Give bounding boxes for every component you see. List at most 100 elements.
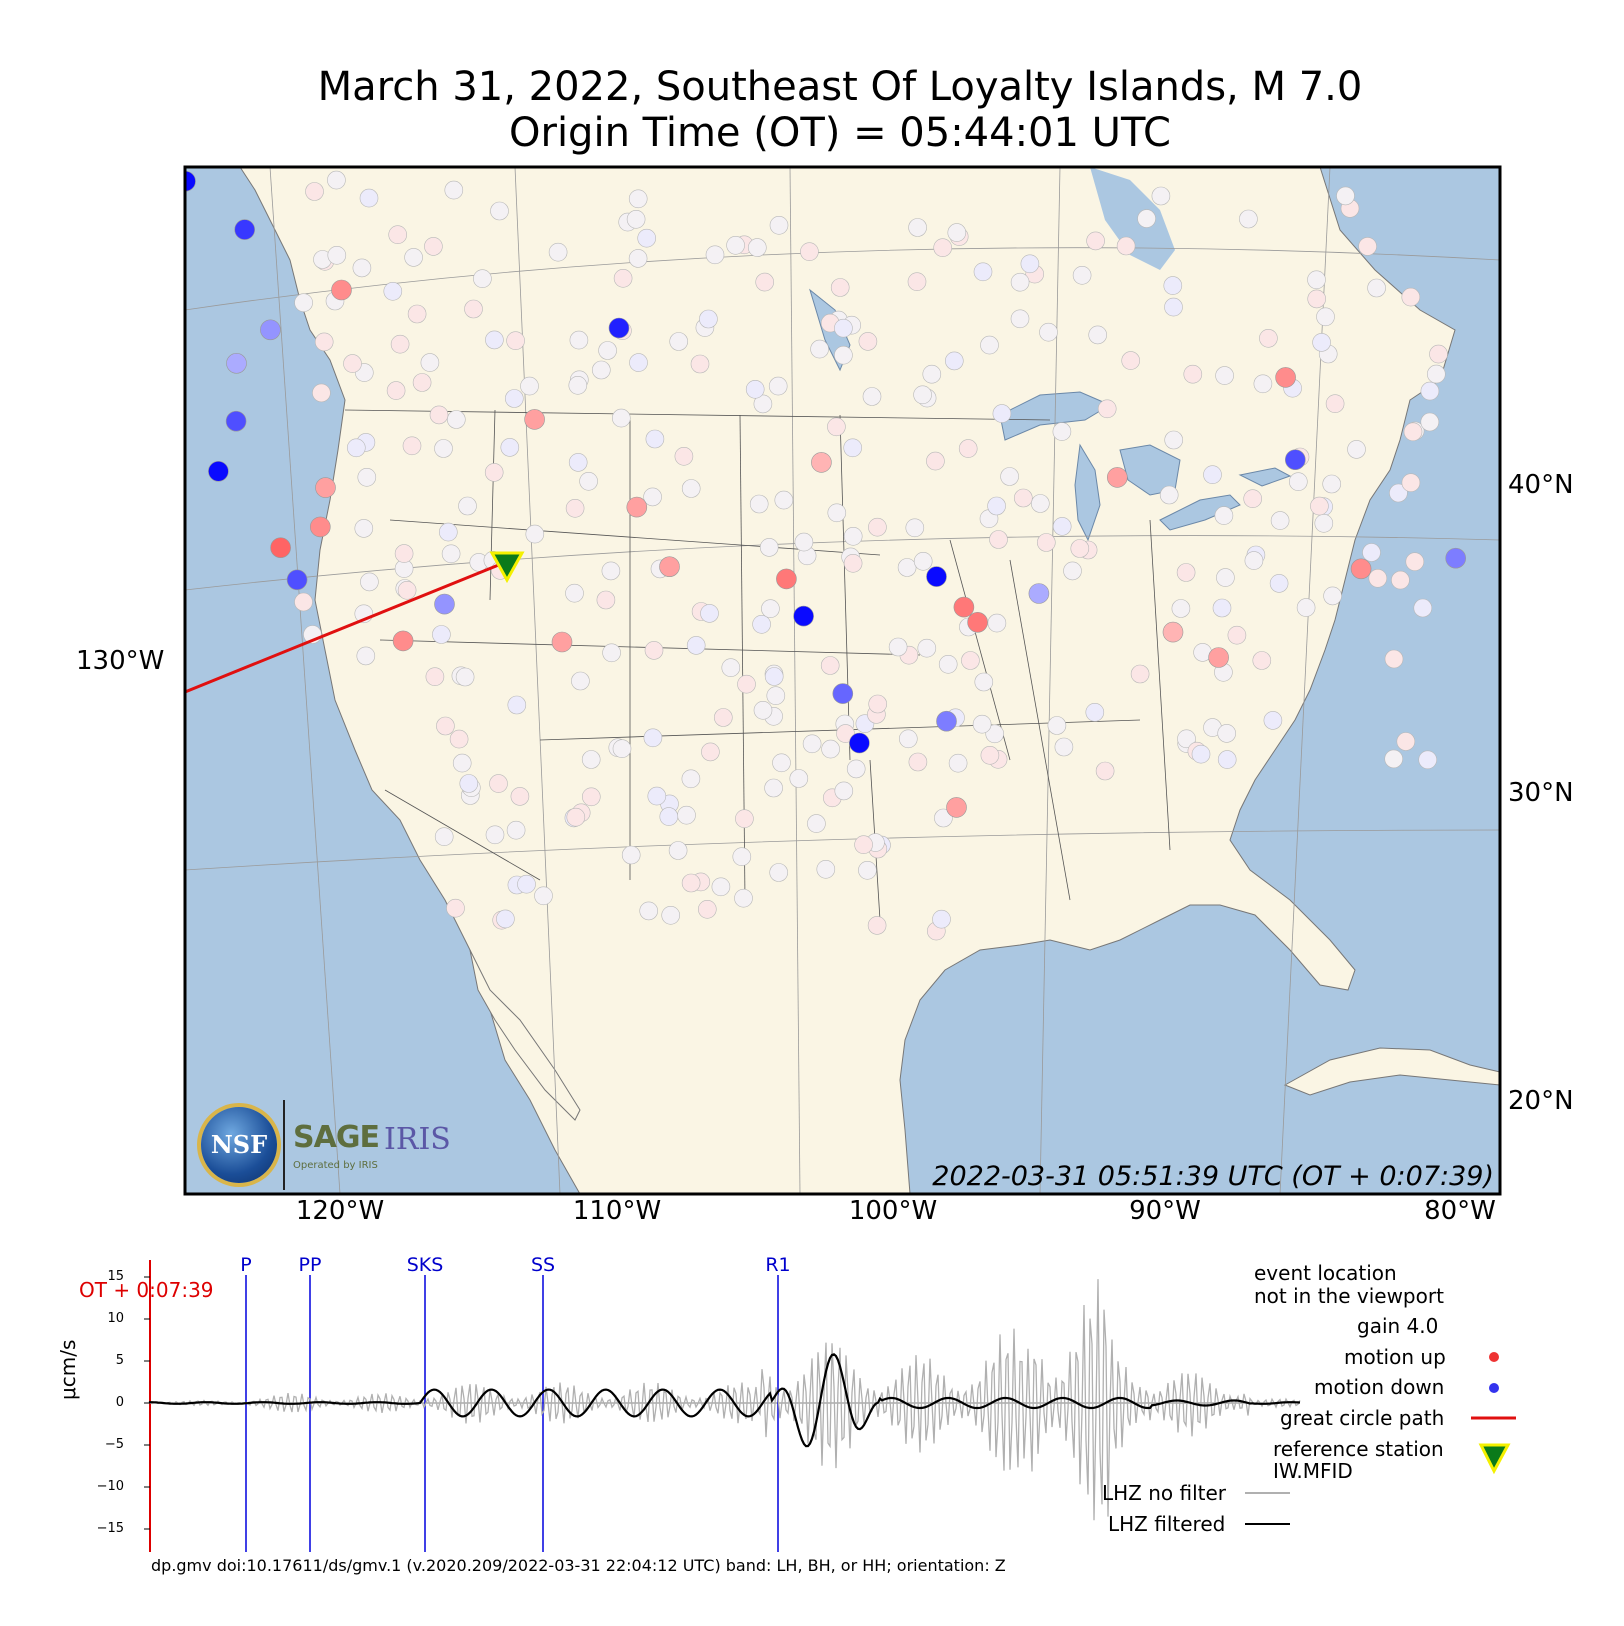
station-neutral (1086, 231, 1105, 251)
station-neutral (500, 438, 520, 457)
station-motion-up (524, 409, 545, 430)
station-neutral (734, 888, 753, 908)
logo-subtitle: Operated by IRIS (293, 1160, 378, 1171)
lat-label-20n: 20°N (1508, 1086, 1574, 1116)
phase-label-pp: PP (298, 1254, 322, 1276)
station-neutral (843, 438, 863, 458)
station-neutral (681, 769, 701, 789)
station-neutral (699, 309, 718, 329)
station-neutral (907, 272, 927, 292)
station-neutral (674, 446, 694, 466)
station-neutral (713, 708, 733, 727)
station-neutral (548, 242, 568, 262)
station-motion-down (926, 566, 947, 587)
y-tick-0: 0 (115, 1395, 124, 1410)
station-neutral (628, 189, 648, 209)
station-neutral (705, 245, 725, 265)
station-neutral (394, 544, 414, 563)
motion-stations (185, 170, 1466, 818)
station-neutral (611, 408, 631, 428)
station-neutral (933, 238, 953, 257)
motion-down-swatch (1489, 1383, 1499, 1393)
station-neutral (764, 778, 783, 798)
legend-reference-station: reference station (1273, 1437, 1444, 1461)
legend-motion-down: motion down (1314, 1375, 1445, 1399)
lat-label-40n: 40°N (1508, 470, 1574, 500)
station-neutral (1384, 749, 1403, 769)
station-neutral (507, 695, 527, 715)
station-neutral (789, 769, 809, 788)
land-north-america (185, 167, 1456, 1194)
station-neutral (314, 332, 334, 352)
station-neutral (843, 553, 863, 573)
station-neutral (1307, 289, 1326, 309)
station-neutral (1097, 399, 1117, 419)
station-neutral (1429, 344, 1448, 364)
station-neutral (1216, 568, 1235, 587)
station-neutral (412, 373, 432, 392)
station-neutral (917, 638, 937, 658)
station-neutral (1085, 702, 1105, 722)
station-neutral (1054, 737, 1074, 757)
station-neutral (980, 745, 1000, 765)
station-neutral (485, 330, 504, 350)
station-neutral (958, 439, 978, 458)
station-neutral (1239, 209, 1258, 229)
station-motion-up (1107, 467, 1128, 488)
station-neutral (807, 814, 826, 833)
station-neutral (830, 278, 850, 297)
station-neutral (690, 354, 710, 374)
station-neutral (1130, 664, 1150, 684)
station-motion-down (1028, 583, 1050, 604)
legend-filtered: LHZ filtered (1108, 1512, 1226, 1536)
station-neutral (489, 774, 508, 793)
station-neutral (390, 334, 410, 354)
station-neutral (1243, 489, 1262, 509)
station-neutral (1323, 586, 1342, 606)
station-neutral (1296, 598, 1316, 617)
station-neutral (601, 561, 621, 581)
station-motion-up (811, 452, 832, 473)
station-neutral (579, 471, 598, 491)
station-motion-up (1162, 621, 1184, 643)
station-motion-up (626, 496, 648, 518)
station-neutral (490, 201, 509, 221)
y-tick-15: 15 (107, 1269, 124, 1284)
station-motion-up (953, 596, 975, 618)
frame-timestamp: 2022-03-31 05:51:39 UTC (OT + 0:07:39) (932, 1161, 1494, 1192)
y-axis-ticks (144, 1276, 150, 1530)
station-neutral (1391, 570, 1410, 590)
station-neutral (932, 909, 951, 929)
station-neutral (645, 429, 665, 449)
station-neutral (520, 376, 539, 396)
station-neutral (766, 686, 786, 706)
station-neutral (1072, 265, 1092, 285)
station-neutral (504, 389, 524, 408)
station-neutral (934, 808, 953, 828)
station-neutral (659, 807, 679, 826)
station-neutral (346, 438, 366, 458)
y-axis-label: μcm/s (56, 1339, 80, 1400)
graticule (185, 167, 1500, 1194)
station-neutral (1403, 422, 1423, 442)
station-neutral (836, 724, 855, 743)
station-neutral (1420, 412, 1440, 432)
land-east-bay (1090, 167, 1175, 270)
station-neutral (989, 530, 1008, 549)
station-neutral (386, 381, 406, 400)
station-neutral (769, 216, 789, 235)
station-neutral (357, 467, 377, 487)
station-neutral (294, 293, 313, 313)
station-neutral (973, 262, 993, 282)
station-neutral (721, 658, 741, 678)
station-neutral (602, 643, 621, 663)
station-motion-down (260, 319, 281, 341)
station-neutral (1159, 485, 1179, 505)
station-neutral (1020, 254, 1040, 274)
station-neutral (1396, 732, 1416, 751)
station-neutral (711, 877, 731, 897)
station-neutral (1405, 552, 1425, 572)
station-neutral (843, 526, 863, 546)
sage-logo: SAGE (293, 1120, 380, 1155)
y-tick-neg5: −5 (104, 1437, 124, 1452)
